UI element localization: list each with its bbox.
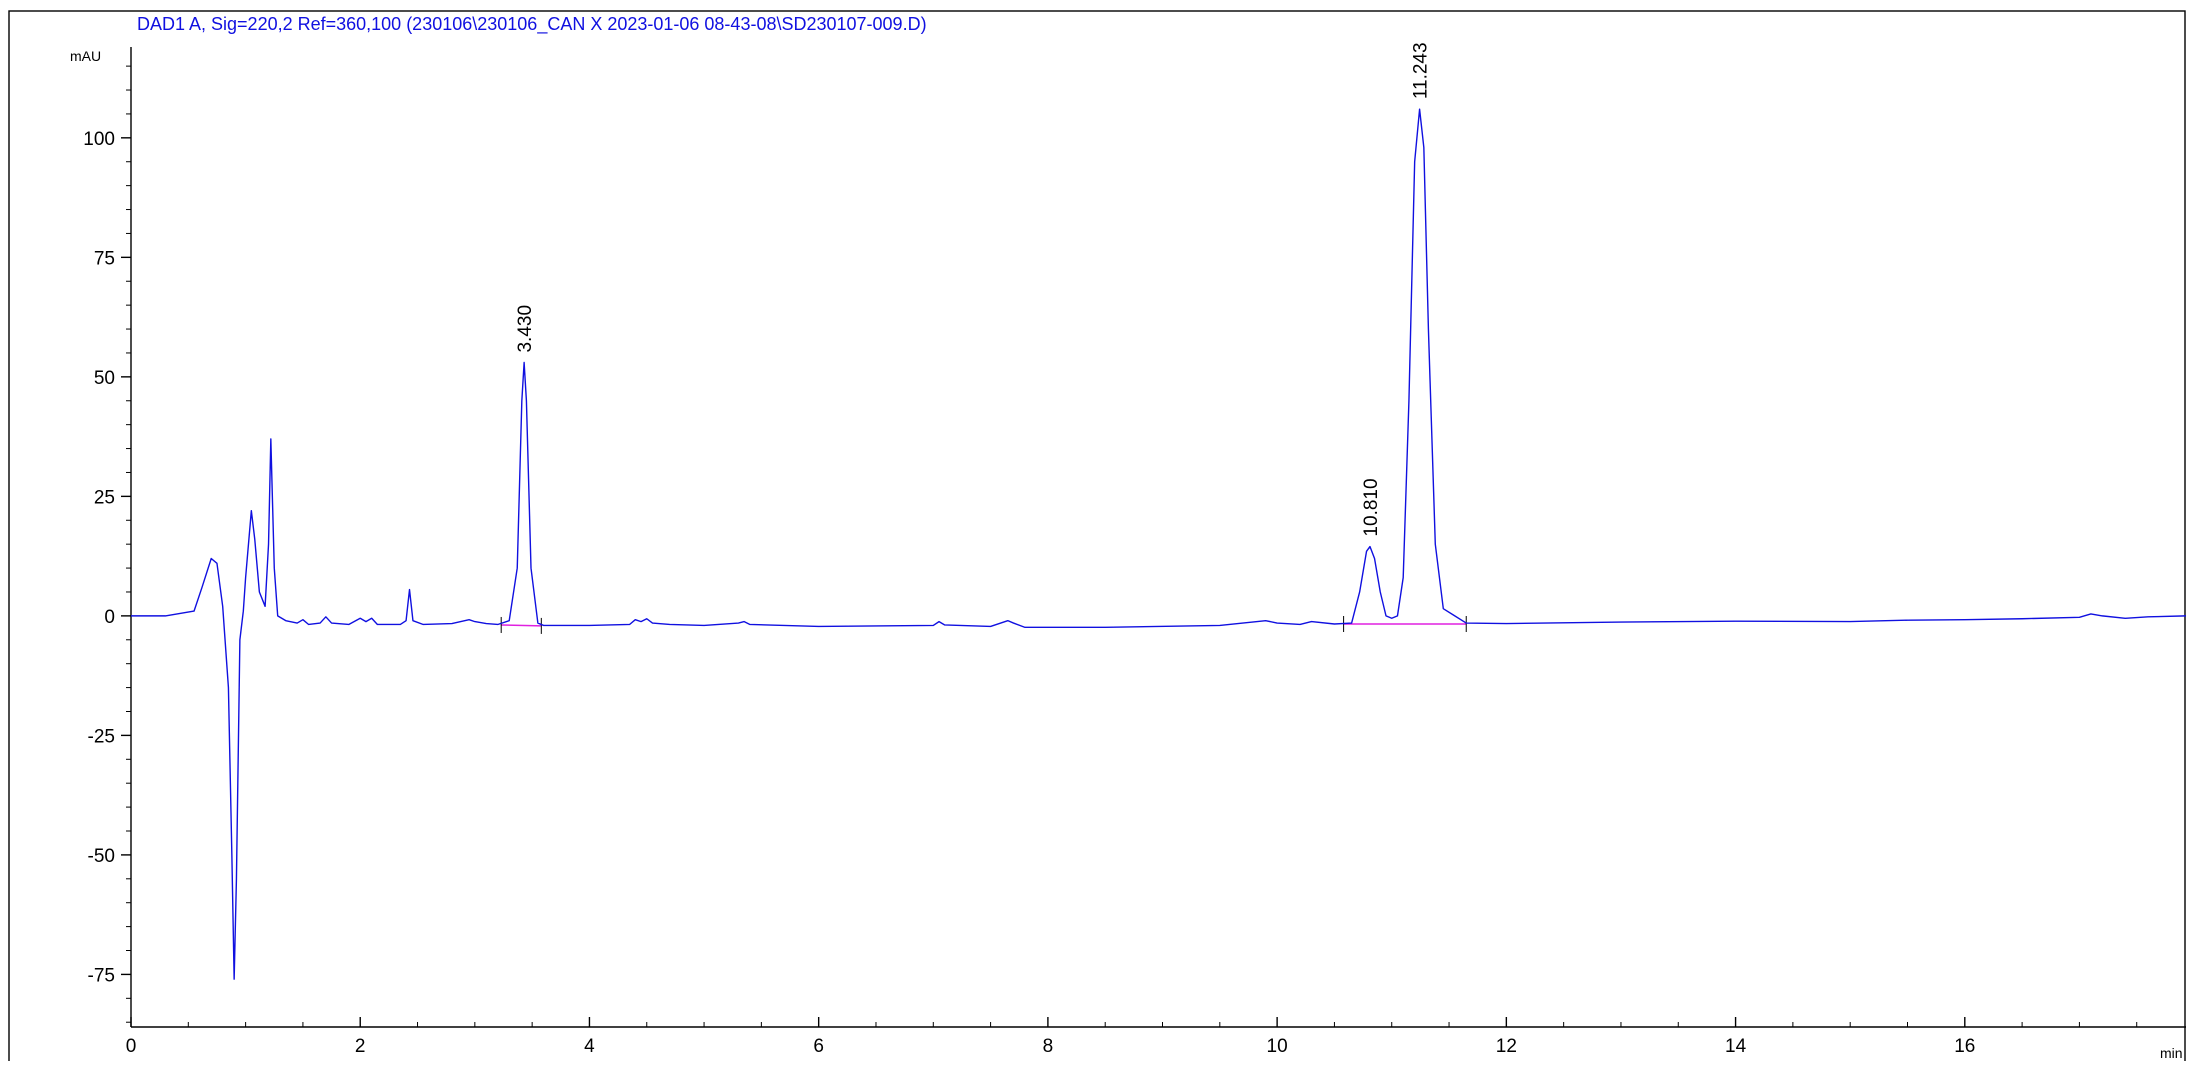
integration-baseline xyxy=(501,624,542,627)
x-tick-label: 2 xyxy=(355,1036,366,1057)
x-tick-label: 6 xyxy=(813,1036,824,1057)
y-tick-label: 0 xyxy=(104,607,115,628)
x-tick-label: 16 xyxy=(1954,1036,1975,1057)
y-tick-label: 25 xyxy=(94,487,115,508)
peak-label: 11.243 xyxy=(1411,42,1432,99)
x-tick-label: 4 xyxy=(584,1036,595,1057)
chart-title: DAD1 A, Sig=220,2 Ref=360,100 (230106\23… xyxy=(137,14,927,35)
y-tick-label: -75 xyxy=(88,965,115,986)
peak-label: 3.430 xyxy=(515,305,536,353)
x-tick-label: 12 xyxy=(1496,1036,1517,1057)
y-axis-label: mAU xyxy=(70,48,101,64)
x-axis-label: min xyxy=(2160,1045,2183,1061)
y-tick-label: 75 xyxy=(94,248,115,269)
x-tick-label: 14 xyxy=(1725,1036,1747,1057)
x-tick-label: 10 xyxy=(1267,1036,1288,1057)
y-tick-label: 50 xyxy=(94,368,115,389)
y-tick-label: -50 xyxy=(88,846,115,867)
x-tick-label: 8 xyxy=(1043,1036,1054,1057)
y-tick-label: -25 xyxy=(88,726,115,747)
x-tick-label: 0 xyxy=(126,1036,137,1057)
y-tick-label: 100 xyxy=(83,129,115,150)
frame xyxy=(8,10,2186,1066)
trace xyxy=(131,108,2186,980)
peak-label: 10.810 xyxy=(1361,478,1382,536)
